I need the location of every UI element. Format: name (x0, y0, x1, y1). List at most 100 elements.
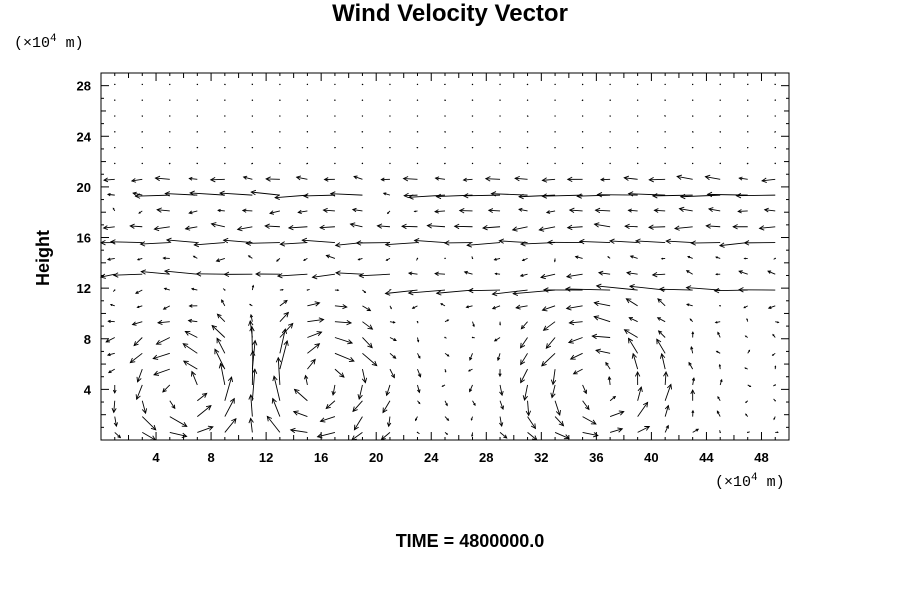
wind-vector (169, 83, 171, 86)
wind-vector (469, 353, 473, 361)
wind-vector (416, 115, 419, 117)
wind-vector (773, 257, 776, 260)
wind-vector (197, 425, 214, 433)
wind-vector (735, 192, 776, 199)
wind-vector (444, 257, 446, 260)
wind-vector (714, 321, 721, 324)
wind-vector (453, 223, 473, 230)
wind-vector (434, 271, 446, 276)
wind-vector (103, 177, 115, 183)
wind-vector (389, 305, 392, 310)
wind-vector (469, 384, 473, 393)
wind-vector (665, 238, 693, 245)
wind-vector (609, 162, 611, 165)
wind-vector (416, 257, 419, 261)
wind-vector (249, 313, 254, 322)
wind-vector (554, 400, 561, 416)
wind-vector (136, 305, 143, 309)
wind-vector (550, 369, 557, 386)
wind-vector (568, 319, 583, 326)
wind-vector (574, 255, 583, 259)
wind-vector (527, 432, 538, 441)
wind-vector (746, 115, 749, 117)
wind-vector (196, 99, 199, 101)
wind-vector (109, 239, 143, 245)
wind-vector (169, 416, 188, 427)
wind-vector (182, 360, 198, 370)
wind-vector (773, 398, 776, 402)
x-tick-label: 32 (534, 450, 548, 465)
wind-vector (542, 321, 556, 331)
wind-vector (362, 352, 378, 367)
wind-vector (334, 115, 336, 117)
wind-vector (596, 192, 638, 198)
wind-vector (335, 270, 363, 276)
wind-vector (545, 337, 556, 349)
wind-vector (114, 83, 116, 86)
wind-vector (385, 257, 391, 261)
wind-vector (499, 99, 501, 101)
wind-vector (279, 288, 284, 291)
wind-vector (664, 383, 673, 401)
wind-vector (465, 305, 473, 309)
wind-vector (715, 256, 721, 259)
wind-vector (554, 146, 556, 149)
wind-vector (196, 115, 199, 117)
wind-vector (251, 83, 254, 86)
wind-vector (541, 177, 556, 183)
wind-vector (443, 240, 473, 246)
wind-vector (608, 238, 638, 244)
wind-vector (526, 146, 529, 149)
wind-vector (302, 193, 335, 199)
wind-vector (307, 358, 316, 370)
wind-vector (279, 241, 308, 247)
wind-vector (113, 416, 118, 428)
wind-vector (719, 83, 721, 86)
wind-vector (582, 400, 590, 411)
wind-vector (351, 432, 363, 441)
wind-vector (541, 305, 556, 312)
wind-vector (774, 365, 777, 370)
wind-vector (109, 303, 115, 307)
x-unit-exponent: 4 (751, 472, 758, 484)
wind-vector (416, 431, 420, 435)
wind-vector (107, 368, 115, 374)
wind-vector (605, 361, 611, 370)
wind-vector (471, 131, 474, 133)
wind-vector (609, 146, 611, 149)
wind-vector (311, 273, 335, 280)
wind-vector (467, 368, 473, 372)
wind-vector (325, 254, 336, 259)
wind-vector (236, 226, 253, 232)
wind-vector (637, 386, 643, 401)
wind-vector (426, 223, 446, 229)
wind-vector (407, 289, 446, 296)
wind-vector (195, 271, 225, 277)
wind-vector (737, 287, 776, 293)
wind-vector (593, 300, 611, 307)
wind-vector (133, 337, 143, 347)
wind-vector (169, 431, 188, 438)
wind-vector (631, 352, 639, 370)
wind-vector (498, 238, 528, 244)
wind-vector (761, 177, 776, 183)
wind-vector (224, 83, 226, 86)
wind-vector (224, 376, 233, 401)
wind-vector (634, 238, 666, 244)
wind-vector (678, 206, 693, 212)
wind-vector (719, 378, 723, 386)
wind-vector (334, 304, 348, 310)
wind-vector (444, 131, 446, 133)
wind-vector (389, 83, 391, 86)
wind-vector (745, 413, 749, 417)
wind-vector (715, 273, 721, 276)
x-tick-label: 20 (369, 450, 383, 465)
wind-vector (493, 257, 501, 261)
wind-vector (565, 273, 583, 279)
wind-vector (141, 162, 143, 165)
wind-vector (591, 333, 611, 340)
wind-vector (774, 115, 776, 117)
wind-vector (738, 270, 748, 275)
wind-vector (471, 83, 474, 86)
wind-vector (627, 208, 638, 213)
